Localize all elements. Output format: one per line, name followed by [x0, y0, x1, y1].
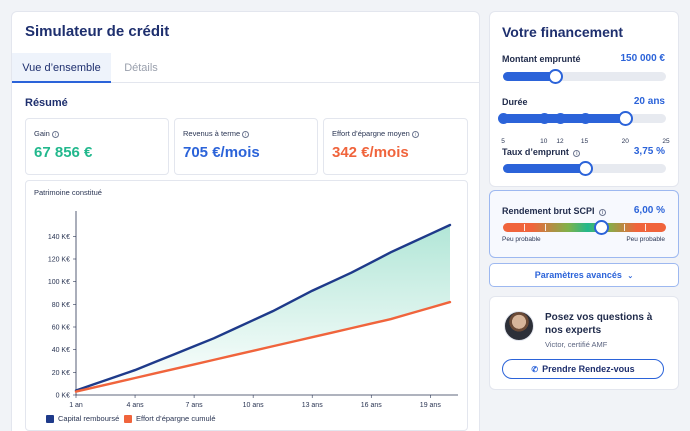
- simulator-title: Simulateur de crédit: [25, 23, 170, 40]
- simulator-card: Simulateur de crédit Vue d’ensemble Déta…: [11, 11, 480, 431]
- advanced-params-label: Paramètres avancés: [534, 270, 622, 280]
- x-tick-label: 19 ans: [420, 402, 442, 409]
- duree-label: Durée: [502, 97, 528, 107]
- duree-mark-label: 10: [540, 138, 548, 145]
- kpi-gain-card: Gain i 67 856 €: [25, 118, 169, 175]
- y-tick-label: 20 K€: [52, 370, 70, 377]
- kpi-gain-value: 67 856 €: [34, 144, 93, 161]
- info-icon[interactable]: i: [51, 131, 59, 138]
- taux-label: Taux d’emprunt: [502, 147, 569, 157]
- scpi-left-caption: Peu probable: [502, 236, 541, 243]
- slider-thumb[interactable]: [548, 69, 564, 84]
- x-tick-label: 1 an: [69, 402, 83, 409]
- taux-value: 3,75 %: [633, 146, 665, 157]
- chevron-down-icon: ⌄: [627, 273, 634, 280]
- info-icon[interactable]: i: [242, 131, 250, 138]
- slider-tick: [624, 224, 625, 231]
- book-appointment-label: Prendre Rendez-vous: [542, 364, 635, 374]
- legend-item-effort: Effort d’épargne cumulé: [124, 414, 216, 423]
- duree-value: 20 ans: [633, 96, 665, 107]
- duree-mark-label: 12: [556, 138, 564, 145]
- montant-value: 150 000 €: [620, 53, 666, 64]
- legend-label: Effort d’épargne cumulé: [136, 414, 216, 423]
- taux-slider[interactable]: [503, 161, 666, 176]
- kpi-gain-label: Gain: [34, 129, 50, 138]
- scpi-label: Rendement brut SCPI: [502, 206, 595, 216]
- duree-mark-label: 5: [501, 138, 505, 145]
- scpi-card: Rendement brut SCPI i 6,00 % Peu probabl…: [489, 190, 679, 258]
- chart-canvas: 0 K€ 20 K€ 40 K€ 60 K€ 80 K€ 100 K€ 120 K€ 140 …: [48, 211, 458, 409]
- chart-title: Patrimoine constitué: [34, 188, 102, 197]
- expert-card: Posez vos questions à nos experts Victor…: [489, 296, 679, 390]
- duree-mark-label: 20: [621, 138, 629, 145]
- slider-tick: [545, 224, 546, 231]
- financement-card: Votre financement Montant emprunté 150 0…: [489, 11, 679, 187]
- scpi-right-caption: Peu probable: [626, 236, 665, 243]
- gain-area: [76, 225, 450, 392]
- x-tick-label: 13 ans: [302, 402, 324, 409]
- phone-icon: ✆: [531, 365, 539, 374]
- y-tick-label: 140 K€: [48, 234, 70, 241]
- info-icon[interactable]: i: [599, 209, 607, 216]
- montant-label: Montant emprunté: [502, 54, 581, 64]
- legend-item-capital: Capital remboursé: [46, 414, 119, 423]
- info-icon[interactable]: i: [573, 150, 581, 157]
- patrimoine-chart: Patrimoine constitué 0 K€ 20 K€ 40 K€ 60 K€…: [25, 180, 468, 431]
- x-tick-label: 16 ans: [361, 402, 383, 409]
- kpi-effort-label: Effort d’épargne moyen: [332, 129, 410, 138]
- advanced-params-button[interactable]: Paramètres avancés ⌄: [489, 263, 679, 287]
- slider-fill: [503, 72, 556, 81]
- y-tick-label: 120 K€: [48, 257, 70, 264]
- slider-thumb[interactable]: [618, 111, 634, 126]
- legend-swatch: [46, 414, 54, 423]
- duree-slider[interactable]: [498, 111, 666, 126]
- x-tick-label: 10 ans: [243, 402, 265, 409]
- y-tick-label: 100 K€: [48, 279, 70, 286]
- y-tick-label: 80 K€: [52, 302, 70, 309]
- slider-tick: [645, 224, 646, 231]
- summary-heading: Résumé: [25, 97, 68, 109]
- legend-label: Capital remboursé: [58, 414, 120, 423]
- duree-mark-label: 15: [580, 138, 589, 145]
- expert-title: Posez vos questions à nos experts: [545, 312, 653, 336]
- scpi-value: 6,00 %: [633, 205, 665, 216]
- legend-swatch: [124, 414, 132, 423]
- y-tick-label: 60 K€: [52, 325, 70, 332]
- slider-tick: [524, 224, 525, 231]
- montant-slider[interactable]: [503, 69, 666, 84]
- kpi-effort-value: 342 €/mois: [332, 144, 409, 161]
- kpi-effort-card: Effort d’épargne moyen i 342 €/mois: [323, 118, 468, 175]
- slider-thumb[interactable]: [577, 161, 593, 176]
- kpi-revenus-card: Revenus à terme i 705 €/mois: [174, 118, 318, 175]
- info-icon[interactable]: i: [411, 131, 419, 138]
- kpi-revenus-value: 705 €/mois: [183, 144, 260, 161]
- tab-details[interactable]: Détails: [124, 62, 158, 74]
- y-tick-label: 0 K€: [56, 393, 71, 400]
- tab-bar: Vue d’ensemble Détails: [12, 53, 479, 83]
- slider-thumb[interactable]: [593, 220, 609, 235]
- slider-fill: [503, 114, 626, 123]
- duree-mark-label: 25: [662, 138, 670, 145]
- x-tick-label: 4 ans: [126, 402, 144, 409]
- y-tick-label: 40 K€: [52, 347, 70, 354]
- slider-fill: [503, 164, 585, 173]
- x-tick-label: 7 ans: [186, 402, 204, 409]
- series-line-effort: [74, 300, 452, 393]
- avatar: [504, 311, 534, 341]
- expert-subtitle: Victor, certifié AMF: [545, 340, 608, 349]
- scpi-slider[interactable]: [503, 220, 666, 235]
- financement-title: Votre financement: [502, 24, 624, 40]
- series-line-capital: [74, 223, 452, 392]
- kpi-revenus-label: Revenus à terme: [183, 129, 241, 138]
- book-appointment-button[interactable]: ✆ Prendre Rendez-vous: [502, 359, 664, 379]
- tab-overview[interactable]: Vue d’ensemble: [12, 53, 111, 83]
